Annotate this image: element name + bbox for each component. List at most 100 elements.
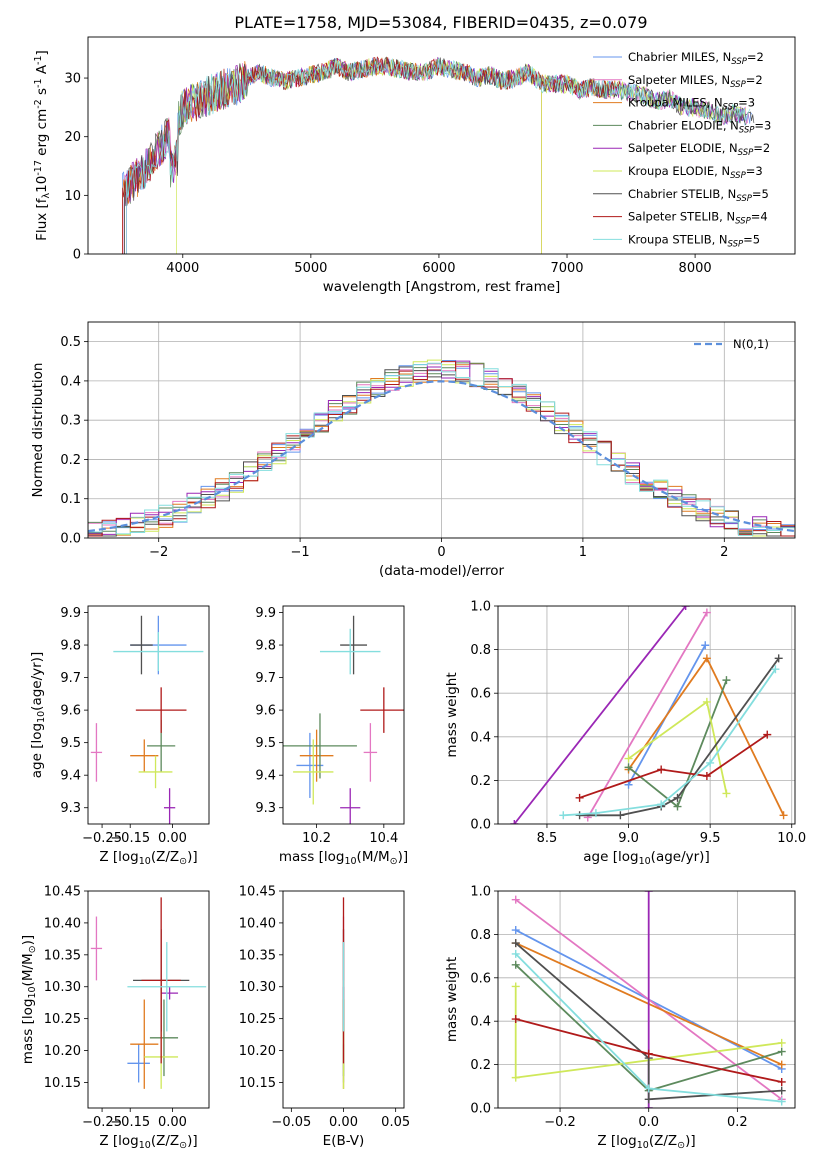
residuals-xtick-label: −2 (149, 545, 168, 560)
weight-vs-age-data (498, 606, 795, 824)
mass-vs-ebv-ytick-label: 10.30 (239, 980, 276, 995)
weight-vs-z-series-marker (511, 1073, 520, 1082)
weight-vs-z-series-marker (511, 895, 520, 904)
age-vs-z-ytick-label: 9.3 (60, 801, 81, 816)
age-vs-z-ytick-label: 9.7 (60, 671, 81, 686)
weight-vs-age-series-line (563, 668, 777, 817)
mass-vs-z-ytick-label: 10.15 (44, 1076, 81, 1091)
mass-vs-ebv-ytick-label: 10.15 (239, 1076, 276, 1091)
weight-vs-z-series-marker (511, 939, 520, 948)
age-vs-z-ytick-label: 9.5 (60, 736, 81, 751)
weight-vs-age-series-marker (774, 654, 783, 663)
age-vs-z-ytick-label: 9.4 (60, 769, 81, 784)
weight-vs-age-ytick-label: 1.0 (470, 600, 491, 615)
weight-vs-z-series-marker (511, 960, 520, 969)
weight-vs-z-ytick-label: 0.8 (470, 928, 491, 943)
spectrum-xtick-label: 6000 (422, 261, 455, 276)
weight-vs-age-series-line (587, 612, 708, 818)
mass-vs-ebv-frame (282, 890, 405, 1109)
weight-vs-age-series-marker (771, 665, 780, 674)
spectrum-xlabel: wavelength [Angstrom, rest frame] (323, 279, 561, 295)
residuals-axes: −2 −1 0 1 2 0.0 0.1 0.2 0.3 0.4 0.5 (data-model)/er… (30, 321, 796, 579)
mass-vs-ebv-xtick-label: 0.00 (329, 1115, 358, 1130)
spectrum-series-5 (176, 57, 747, 254)
mass-vs-z-xtick-label: −0.25 (82, 1115, 122, 1130)
mass-vs-ebv-axes: −0.05 0.00 0.05 10.15 10.20 10.25 10.30 10.35 10… (239, 885, 410, 1150)
mass-vs-ebv-xtick-label: 0.05 (381, 1115, 410, 1130)
weight-vs-z-ytick-label: 0.0 (470, 1102, 491, 1117)
mass-vs-z-xlabel: Z [log10(Z/Z⊙)] (99, 1133, 197, 1151)
mass-vs-ebv-ytick-label: 10.40 (239, 916, 276, 931)
weight-vs-age-xtick-label: 9.0 (618, 831, 639, 846)
weight-vs-z-series-marker (511, 926, 520, 935)
age-vs-z-frame (87, 605, 210, 825)
age-vs-mass-ytick-label: 9.8 (255, 639, 276, 654)
weight-vs-z-xtick-label: −0.2 (544, 1115, 576, 1130)
residuals-frame (87, 321, 796, 539)
weight-vs-age-series-marker (702, 697, 711, 706)
spectrum-ytick-label: 10 (64, 189, 81, 204)
spectrum-legend-label: Chabrier STELIB, NSSP=5 (628, 187, 769, 204)
weight-vs-age-series-marker (673, 802, 682, 811)
spectrum-xtick-label: 4000 (166, 261, 199, 276)
weight-vs-age-ytick-label: 0.2 (470, 774, 491, 789)
weight-vs-age-ytick-label: 0.0 (470, 818, 491, 833)
spectrum-xtick-label: 5000 (294, 261, 327, 276)
spectrum-legend-label: Chabrier MILES, NSSP=2 (628, 50, 764, 67)
age-vs-z-xtick-label: −0.15 (110, 831, 150, 846)
weight-vs-age-series-marker (722, 676, 731, 685)
age-vs-mass-ytick-label: 9.3 (255, 801, 276, 816)
weight-vs-age-series-marker (624, 754, 633, 763)
mass-vs-ebv-ytick-label: 10.20 (239, 1044, 276, 1059)
spectrum-ytick-label: 30 (64, 72, 81, 87)
residuals-ytick-label: 0.3 (60, 414, 81, 429)
weight-vs-z-series-marker (511, 1015, 520, 1024)
age-vs-z-ylabel: age [log10(age/yr)] (29, 652, 47, 778)
age-vs-z-axes: −0.25−0.15 0.00 9.3 9.4 9.5 9.6 9.7 9.8 9.9 Z [lo… (29, 605, 210, 867)
mass-vs-ebv-xtick-label: −0.05 (271, 1115, 311, 1130)
weight-vs-age-ytick-label: 0.4 (470, 730, 491, 745)
residuals-ytick-label: 0.0 (60, 532, 81, 547)
weight-vs-age-series-marker (673, 793, 682, 802)
spectrum-legend-label: Kroupa MILES, NSSP=3 (628, 96, 755, 113)
weight-vs-age-series-marker (510, 820, 519, 824)
mass-vs-ebv-xlabel: E(B-V) (323, 1133, 365, 1149)
weight-vs-z-series-marker (644, 1095, 653, 1104)
weight-vs-z-xtick-label: 0.0 (638, 1115, 659, 1130)
age-vs-mass-ytick-label: 9.9 (255, 606, 276, 621)
residuals-ytick-label: 0.5 (60, 335, 81, 350)
spectrum-legend-label: Salpeter ELODIE, NSSP=2 (628, 141, 770, 158)
weight-vs-z-series-marker (777, 1097, 786, 1106)
weight-vs-age-series-marker (702, 608, 711, 617)
spectrum-series-8 (126, 57, 751, 254)
mass-vs-ebv-ytick-label: 10.25 (239, 1012, 276, 1027)
figure-title: PLATE=1758, MJD=53084, FIBERID=0435, z=0… (234, 13, 647, 32)
weight-vs-z-series-marker (777, 1047, 786, 1056)
weight-vs-z-series-marker (644, 1084, 653, 1093)
mass-vs-z-ytick-label: 10.25 (44, 1012, 81, 1027)
spectrum-series-6 (124, 56, 755, 254)
residuals-ytick-label: 0.2 (60, 453, 81, 468)
residuals-ylabel: Normed distribution (30, 363, 46, 498)
weight-vs-z-frame (497, 890, 796, 1109)
spectrum-legend-label: Kroupa ELODIE, NSSP=3 (628, 164, 763, 181)
weight-vs-z-series-marker (644, 1049, 653, 1058)
weight-vs-age-series-marker (616, 811, 625, 820)
weight-vs-age-series-marker (559, 811, 568, 820)
weight-vs-age-series-marker (591, 809, 600, 818)
spectrum-ytick-label: 20 (64, 130, 81, 145)
spectrum-ylabel: Flux [fλ10-17 erg cm-2 s-1 A-1] (33, 50, 52, 241)
weight-vs-age-series-marker (624, 780, 633, 789)
weight-vs-age-series-line (513, 606, 687, 824)
weight-vs-age-series-line (579, 733, 768, 799)
weight-vs-z-series-marker (644, 891, 653, 895)
weight-vs-age-axes: 8.5 9.0 9.5 10.0 0.0 0.2 0.4 0.6 0.8 1.0 age [log1… (444, 600, 806, 868)
spectrum-legend-label: Salpeter MILES, NSSP=2 (628, 73, 763, 90)
age-vs-z-ytick-label: 9.9 (60, 606, 81, 621)
age-vs-mass-ytick-label: 9.5 (255, 736, 276, 751)
weight-vs-z-ytick-label: 0.2 (470, 1058, 491, 1073)
residuals-xtick-label: −1 (291, 545, 310, 560)
residuals-legend-label: N(0,1) (733, 337, 769, 351)
weight-vs-z-ytick-label: 0.6 (470, 971, 491, 986)
weight-vs-age-xlabel: age [log10(age/yr)] (583, 849, 709, 867)
